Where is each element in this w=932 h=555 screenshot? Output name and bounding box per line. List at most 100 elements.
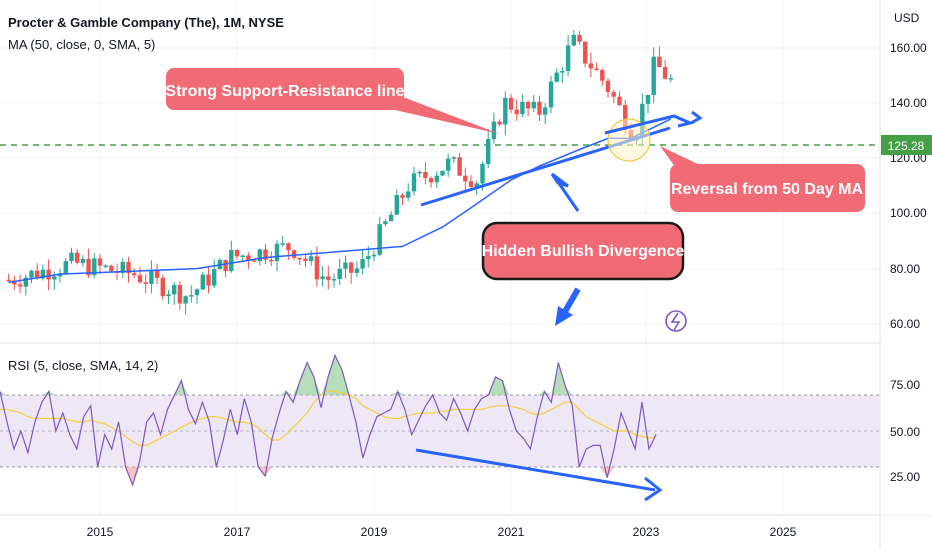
candle[interactable] xyxy=(280,243,285,245)
candle[interactable] xyxy=(35,270,40,279)
candle[interactable] xyxy=(194,289,200,296)
candle[interactable] xyxy=(52,276,57,280)
candle[interactable] xyxy=(63,261,68,274)
candle[interactable] xyxy=(520,101,525,114)
candle[interactable] xyxy=(525,101,531,109)
candle[interactable] xyxy=(29,270,34,278)
candle[interactable] xyxy=(508,97,514,110)
candle[interactable] xyxy=(137,275,143,283)
candle[interactable] xyxy=(640,103,645,137)
candle[interactable] xyxy=(537,101,542,115)
candle[interactable] xyxy=(577,34,582,42)
candle[interactable] xyxy=(229,250,234,272)
candle[interactable] xyxy=(645,95,651,104)
candle[interactable] xyxy=(600,70,605,81)
candle[interactable] xyxy=(565,45,571,71)
candle[interactable] xyxy=(434,175,439,183)
candle[interactable] xyxy=(531,101,536,109)
candle[interactable] xyxy=(662,67,668,79)
candle[interactable] xyxy=(560,71,565,73)
candle[interactable] xyxy=(251,260,257,262)
candle[interactable] xyxy=(92,258,97,276)
candle[interactable] xyxy=(75,252,80,263)
callout-divergence[interactable]: Hidden Bullish Divergence xyxy=(482,221,685,281)
candle[interactable] xyxy=(69,252,74,262)
candle[interactable] xyxy=(103,265,108,268)
candle[interactable] xyxy=(623,105,628,131)
candle[interactable] xyxy=(6,279,11,282)
candle[interactable] xyxy=(457,157,462,176)
candle[interactable] xyxy=(548,81,554,108)
candle[interactable] xyxy=(309,256,314,262)
candle[interactable] xyxy=(46,269,51,280)
candle[interactable] xyxy=(12,280,17,285)
candle[interactable] xyxy=(651,56,656,95)
candle[interactable] xyxy=(440,170,445,176)
candle[interactable] xyxy=(132,273,137,276)
candle[interactable] xyxy=(206,274,211,286)
candle[interactable] xyxy=(514,109,519,114)
candle[interactable] xyxy=(40,269,46,279)
candle[interactable] xyxy=(594,68,599,71)
candle[interactable] xyxy=(212,269,217,286)
candle[interactable] xyxy=(200,274,205,290)
candle[interactable] xyxy=(588,63,594,69)
candle[interactable] xyxy=(446,158,451,171)
candle[interactable] xyxy=(223,259,228,272)
candle[interactable] xyxy=(97,258,103,266)
candle[interactable] xyxy=(468,181,474,187)
candle[interactable] xyxy=(23,277,28,287)
candle[interactable] xyxy=(297,257,302,260)
candle[interactable] xyxy=(480,164,485,184)
candle[interactable] xyxy=(80,258,86,263)
ma-line[interactable] xyxy=(8,118,672,284)
candle[interactable] xyxy=(463,175,468,182)
candle[interactable] xyxy=(286,243,291,251)
lightning-icon[interactable] xyxy=(665,310,687,332)
candle[interactable] xyxy=(451,157,457,159)
candle[interactable] xyxy=(126,262,131,274)
candle[interactable] xyxy=(571,34,576,46)
candle[interactable] xyxy=(337,268,342,279)
candle[interactable] xyxy=(269,259,274,262)
candle[interactable] xyxy=(234,250,240,257)
candle[interactable] xyxy=(86,258,91,276)
candle[interactable] xyxy=(160,277,165,297)
candle[interactable] xyxy=(400,195,405,198)
candle[interactable] xyxy=(497,121,502,125)
candle[interactable] xyxy=(611,92,616,97)
candle[interactable] xyxy=(240,255,245,258)
candle[interactable] xyxy=(428,178,434,183)
candle[interactable] xyxy=(246,255,251,261)
candle[interactable] xyxy=(120,262,125,273)
candle[interactable] xyxy=(583,41,588,64)
candle[interactable] xyxy=(617,96,622,106)
candle[interactable] xyxy=(668,78,673,80)
candle[interactable] xyxy=(303,258,308,262)
candle[interactable] xyxy=(554,72,559,82)
candle[interactable] xyxy=(274,243,280,261)
candle[interactable] xyxy=(366,256,371,260)
candle[interactable] xyxy=(486,139,491,164)
candle[interactable] xyxy=(605,80,611,93)
candle[interactable] xyxy=(377,224,382,255)
candle[interactable] xyxy=(17,284,23,287)
candle[interactable] xyxy=(263,249,268,260)
candle[interactable] xyxy=(423,172,428,179)
candle[interactable] xyxy=(172,285,177,295)
candle[interactable] xyxy=(417,172,422,174)
callout-support[interactable]: Strong Support-Resistance line xyxy=(165,68,500,134)
candle[interactable] xyxy=(177,285,183,304)
candle[interactable] xyxy=(291,250,297,258)
rsi-divergence-line[interactable] xyxy=(415,448,656,492)
candle[interactable] xyxy=(503,97,508,125)
candle[interactable] xyxy=(371,254,377,257)
candle[interactable] xyxy=(183,296,188,304)
candle[interactable] xyxy=(543,107,548,115)
candle[interactable] xyxy=(354,268,360,273)
candle[interactable] xyxy=(383,221,388,225)
candle[interactable] xyxy=(314,256,320,280)
candle[interactable] xyxy=(360,259,365,269)
candle[interactable] xyxy=(474,183,479,187)
